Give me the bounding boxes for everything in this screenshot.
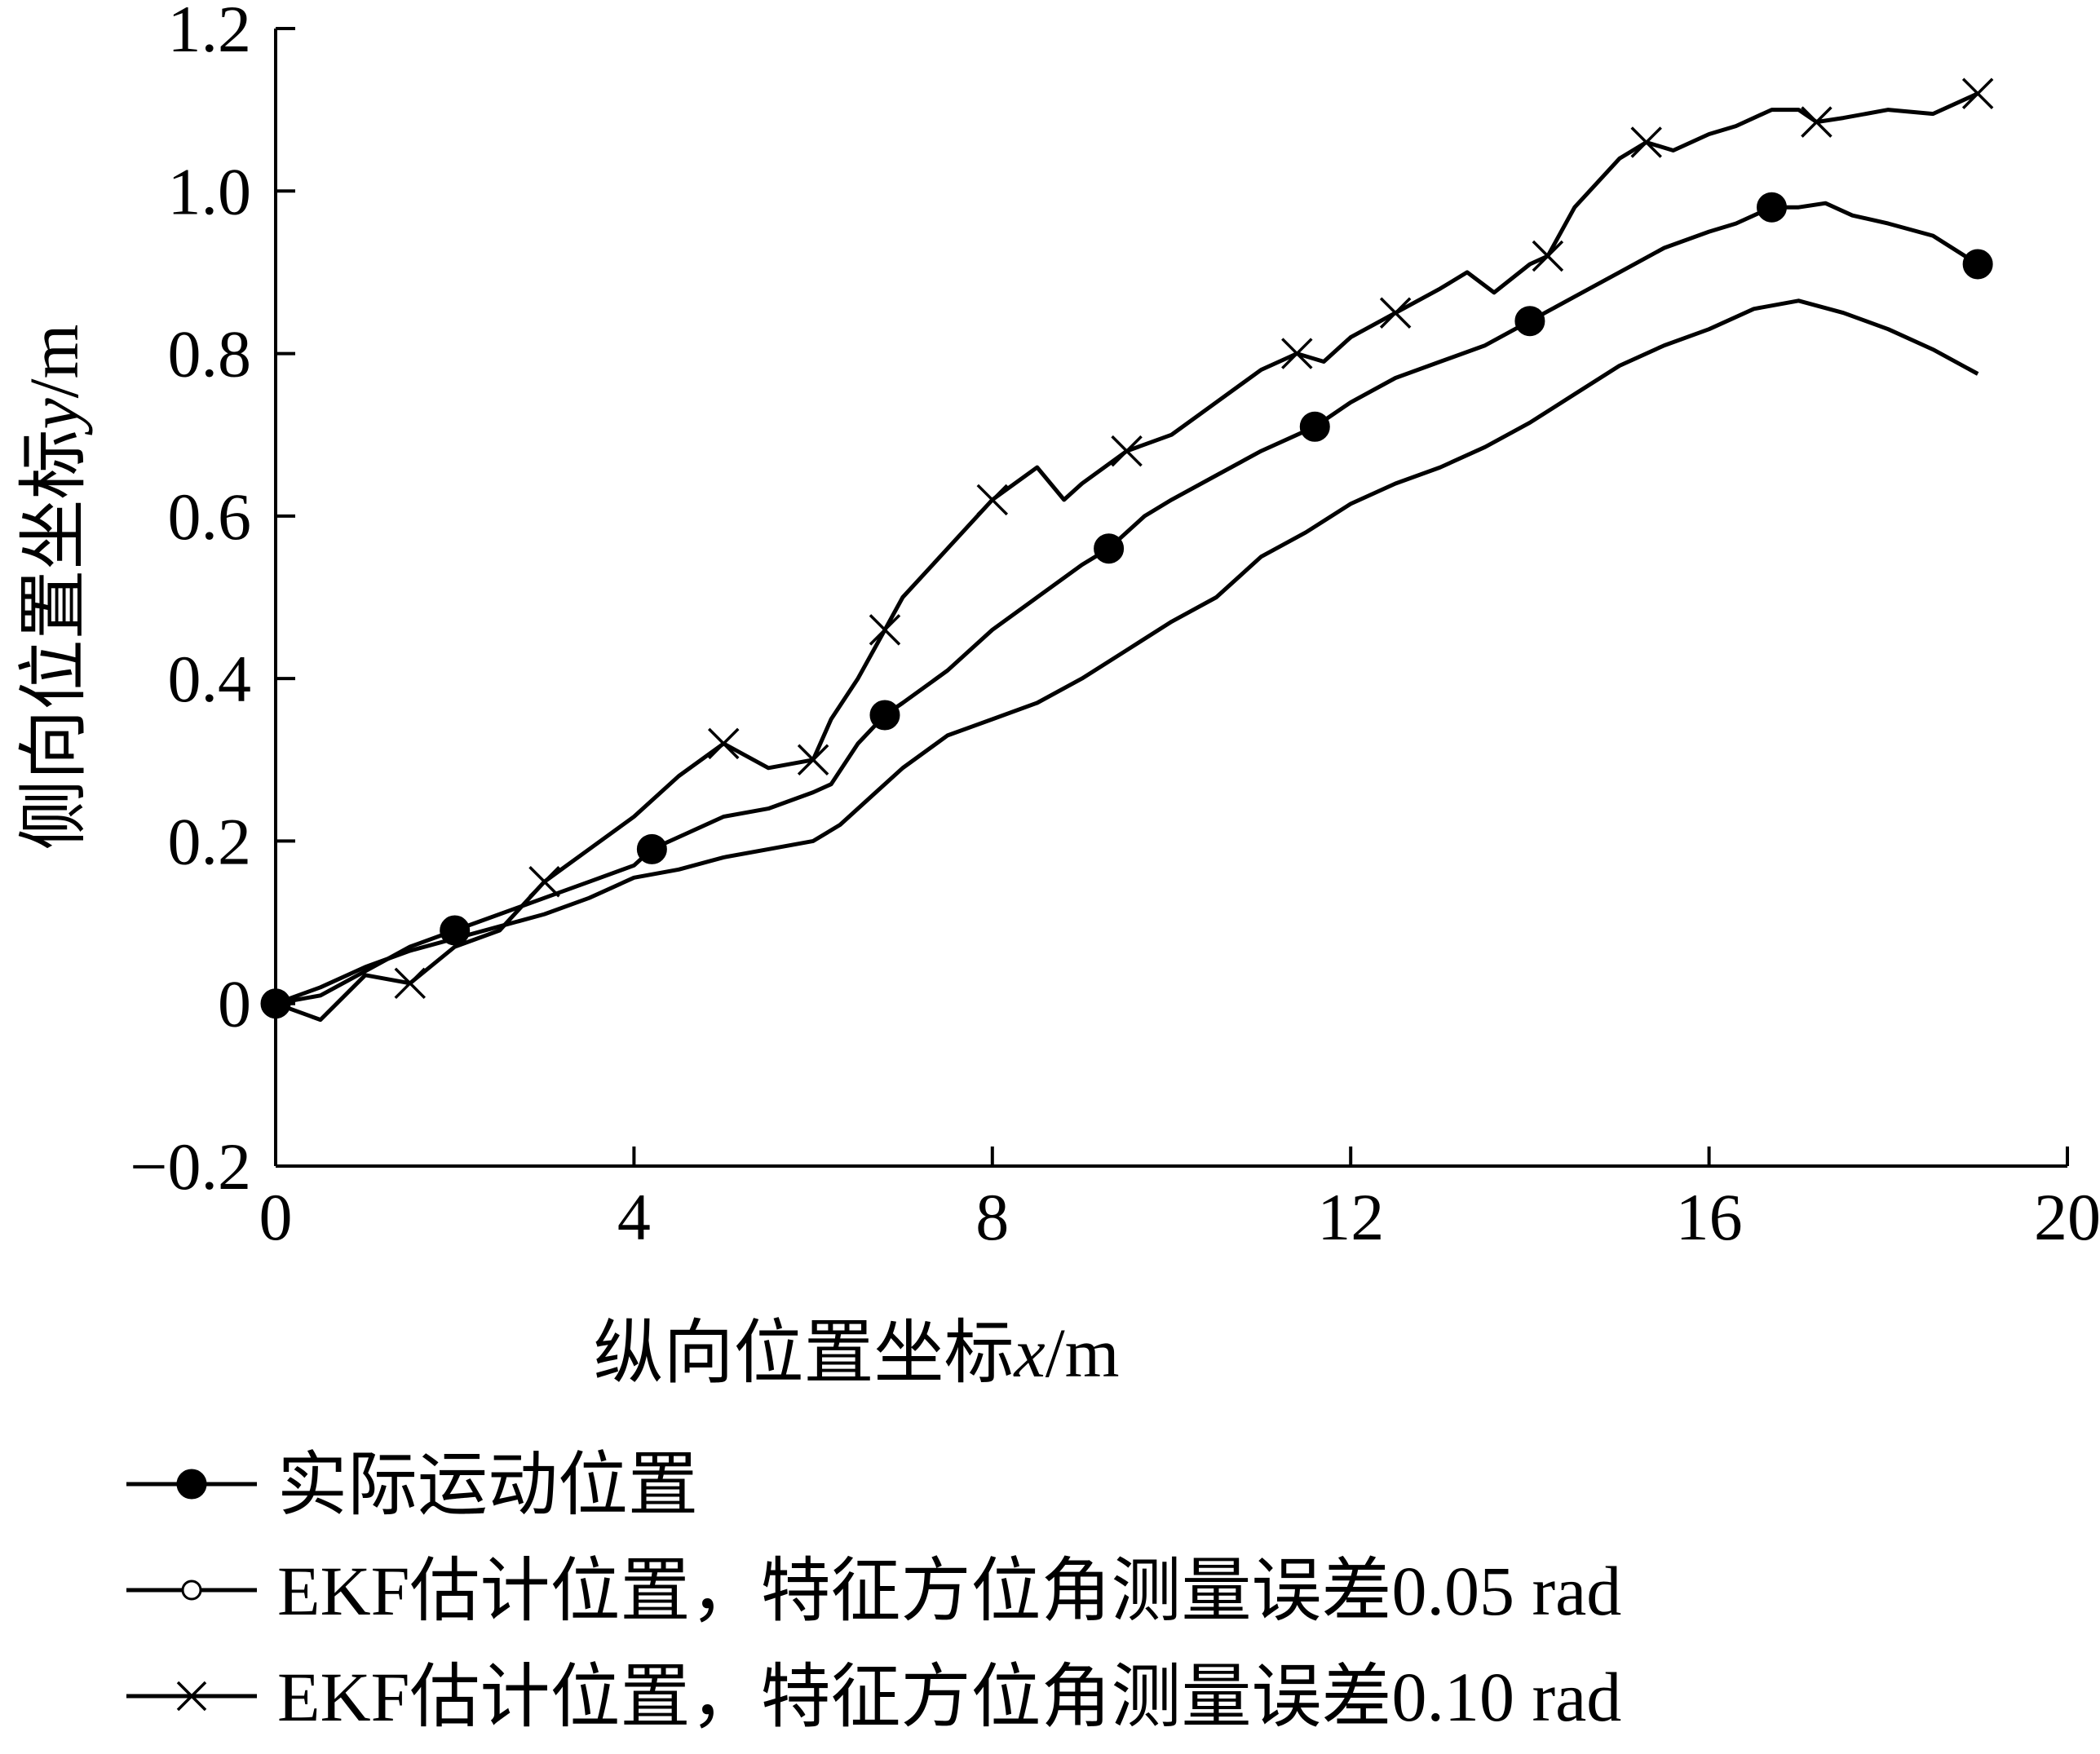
y-axis-label-text: 侧向位置坐标: [15, 429, 93, 850]
y-axis-label: 侧向位置坐标y/m: [15, 325, 93, 850]
data-point-marker: [636, 833, 667, 864]
y-tick-label: 0: [218, 967, 251, 1041]
data-point-marker: [1299, 411, 1330, 442]
cross-stroke: [708, 727, 740, 760]
cross-stroke: [528, 866, 560, 898]
series-lines: [275, 91, 1979, 1023]
data-point-marker: [869, 700, 900, 731]
data-point-marker: [1801, 106, 1833, 138]
cross-stroke: [869, 614, 901, 646]
y-tick-label: −0.2: [130, 1129, 251, 1204]
series-markers: [260, 77, 1994, 1019]
legend-label: EKF估计位置，特征方位角测量误差0.10 rad: [277, 1658, 1621, 1736]
data-point-marker: [1281, 338, 1313, 369]
data-point-marker: [1532, 240, 1564, 272]
data-point-marker: [797, 744, 829, 776]
x-axis-label-text: 纵向位置坐标: [594, 1314, 1015, 1392]
legend-marker: [176, 1469, 207, 1500]
series-line-ekf-005: [275, 298, 1979, 1006]
data-point-marker: [1094, 533, 1125, 564]
data-point-marker: [1756, 192, 1787, 223]
legend-marker: [176, 1681, 207, 1712]
y-tick-label: 0.2: [168, 804, 252, 878]
data-point-marker: [1514, 306, 1545, 337]
series-line-ekf-010: [275, 91, 1979, 1023]
x-tick-label: 0: [259, 1180, 293, 1254]
data-point-marker: [976, 484, 1009, 516]
data-point-marker: [394, 967, 427, 1000]
data-point-marker: [708, 727, 740, 760]
y-axis-label-var: y: [15, 397, 93, 435]
legend-label: EKF估计位置，特征方位角测量误差0.05 rad: [277, 1552, 1621, 1630]
data-point-marker: [440, 915, 471, 946]
cross-stroke: [394, 967, 427, 1000]
cross-stroke: [1281, 338, 1313, 369]
x-axis-label-unit: /m: [1046, 1314, 1120, 1392]
cross-stroke: [797, 744, 829, 776]
data-point-marker: [1630, 126, 1662, 158]
axes: −0.200.20.40.60.81.01.20 4 8 12 16 20: [130, 0, 2100, 1254]
y-tick-label: 1.0: [168, 154, 252, 228]
y-tick-label: 0.6: [168, 479, 252, 554]
x-tick-label: 12: [1317, 1180, 1384, 1254]
legend: 实际运动位置 EKF估计位置，特征方位角测量误差0.05 rad EKF估计位置，特…: [126, 1446, 1621, 1736]
x-tick-label: 4: [617, 1180, 651, 1254]
y-tick-label: 0.8: [168, 317, 252, 391]
cross-stroke: [176, 1681, 207, 1712]
data-point-marker: [1961, 77, 1994, 109]
y-axis-label-unit: /m: [15, 325, 93, 399]
cross-stroke: [1801, 106, 1833, 138]
data-point-marker: [869, 614, 901, 646]
x-tick-label: 16: [1676, 1180, 1743, 1254]
cross-stroke: [976, 484, 1009, 516]
data-point-marker: [1379, 297, 1412, 329]
data-point-marker: [1111, 435, 1143, 467]
x-axis-label: 纵向位置坐标x/m: [594, 1314, 1120, 1392]
y-tick-label: 0.4: [168, 642, 252, 716]
cross-stroke: [1532, 240, 1564, 272]
cross-stroke: [1379, 297, 1412, 329]
x-tick-label: 8: [975, 1180, 1009, 1254]
data-point-marker: [260, 988, 291, 1019]
x-axis-label-var: x: [1013, 1314, 1046, 1392]
data-point-marker: [528, 866, 560, 898]
x-tick-label: 20: [2034, 1180, 2100, 1254]
data-point-marker: [1962, 249, 1993, 280]
cross-stroke: [1961, 77, 1994, 109]
cross-stroke: [1630, 126, 1662, 158]
cross-stroke: [1111, 435, 1143, 467]
y-tick-label: 1.2: [168, 0, 252, 66]
legend-marker: [181, 1579, 202, 1601]
legend-label: 实际运动位置: [277, 1446, 698, 1524]
